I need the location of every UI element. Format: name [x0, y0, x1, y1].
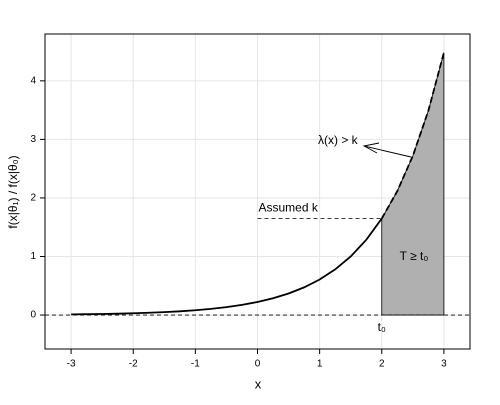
x-axis-label: x [255, 376, 262, 391]
curve [71, 217, 383, 316]
x-tick-label: 1 [317, 359, 323, 370]
x-tick-label: 2 [379, 359, 385, 370]
y-tick-label: 4 [30, 75, 36, 86]
y-axis-label: f(x|θ₁) / f(x|θ₀) [6, 155, 20, 228]
x-tick-label: -2 [129, 359, 138, 370]
k-label: Assumed k [259, 201, 319, 215]
y-tick-label: 2 [30, 193, 36, 204]
y-tick-label: 3 [30, 134, 36, 145]
x-tick-label: -3 [67, 359, 76, 370]
x-tick-label: 0 [255, 359, 261, 370]
region-label: T ≥ t₀ [400, 249, 429, 263]
x-tick-label: -1 [191, 359, 200, 370]
t0-label: t₀ [378, 320, 386, 334]
arrow-head [362, 142, 380, 154]
plot-frame [44, 33, 471, 350]
curve [380, 52, 445, 219]
arrow [363, 145, 412, 158]
curve-label: λ(x) > k [318, 133, 359, 147]
y-tick-label: 0 [30, 310, 36, 321]
y-tick-label: 1 [30, 251, 36, 262]
rejection-region [381, 52, 445, 316]
x-tick-label: 3 [441, 359, 447, 370]
